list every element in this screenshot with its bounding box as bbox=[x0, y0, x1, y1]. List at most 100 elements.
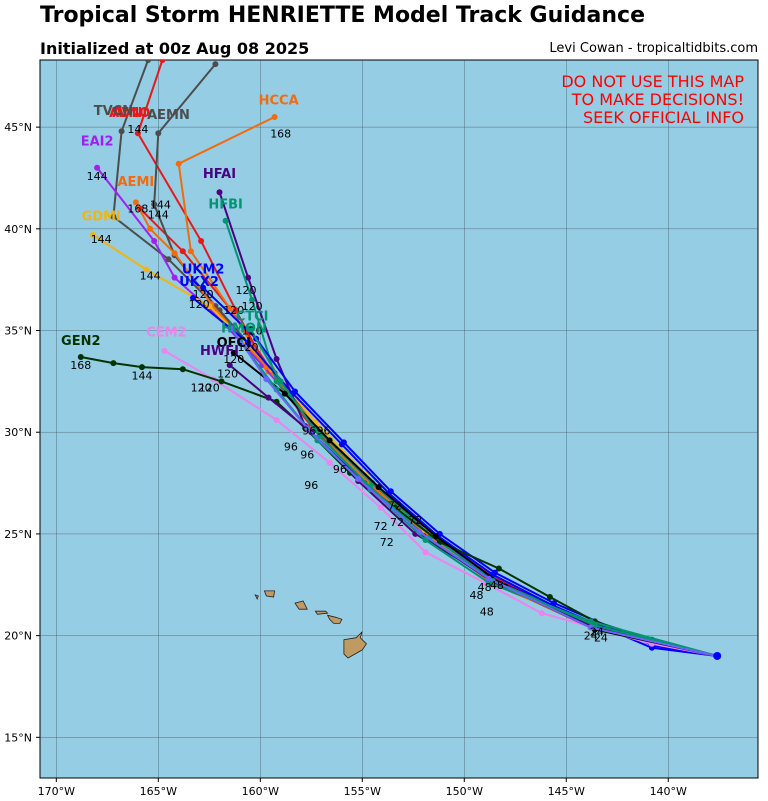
forecast-hour-label: 120 bbox=[238, 341, 259, 354]
forecast-hour-label: 96 bbox=[317, 424, 331, 437]
track-point-ukm2 bbox=[200, 284, 207, 291]
model-label-avno: AVNO bbox=[109, 106, 150, 121]
model-label-cem2: CEM2 bbox=[146, 326, 186, 341]
tick-label-lon: 165°W bbox=[140, 785, 177, 798]
tick-label-lat: 15°N bbox=[4, 731, 32, 744]
track-point-gen2 bbox=[546, 594, 553, 600]
tick-label-lat: 40°N bbox=[4, 223, 32, 236]
island-oahu bbox=[294, 600, 308, 610]
track-point-avni bbox=[179, 248, 186, 255]
track-point-gen2 bbox=[218, 378, 225, 385]
tick-label-lat: 20°N bbox=[4, 630, 32, 643]
tick-label-lon: 140°W bbox=[650, 785, 687, 798]
model-label-gen2: GEN2 bbox=[61, 334, 100, 349]
chart-title: Tropical Storm HENRIETTE Model Track Gui… bbox=[40, 3, 646, 28]
tick-label-lon: 155°W bbox=[344, 785, 381, 798]
forecast-hour-label: 48 bbox=[470, 589, 484, 602]
model-label-ukm2: UKM2 bbox=[182, 263, 225, 278]
track-point-avno bbox=[159, 60, 166, 63]
track-point-ctci bbox=[247, 325, 254, 332]
forecast-hour-label: 120 bbox=[242, 300, 263, 313]
forecast-hour-label: 120 bbox=[189, 298, 210, 311]
track-point-hfbi bbox=[249, 297, 256, 303]
model-label-aemi: AEMI bbox=[118, 175, 155, 190]
tick-label-lat: 25°N bbox=[4, 528, 32, 541]
track-point-ukx2 bbox=[338, 441, 345, 448]
model-label-gdmi: GDMI bbox=[82, 210, 121, 225]
track-point-cem2 bbox=[422, 549, 429, 556]
island-maui bbox=[326, 614, 343, 624]
track-point-ofci bbox=[281, 390, 288, 397]
track-point-dshp bbox=[355, 476, 362, 482]
track-point-dshp bbox=[587, 624, 594, 631]
track-point-gdmi bbox=[206, 303, 213, 310]
forecast-hour-label: 144 bbox=[87, 170, 108, 183]
forecast-hour-label: 96 bbox=[300, 449, 314, 462]
track-point-avno bbox=[232, 307, 239, 314]
track-line-dshp bbox=[230, 327, 718, 657]
warning-text-line: DO NOT USE THIS MAP bbox=[561, 72, 744, 91]
storm-start-point bbox=[713, 651, 722, 660]
track-point-aemn bbox=[155, 130, 162, 137]
tick-label-lon: 145°W bbox=[548, 785, 585, 798]
credit-text: Levi Cowan - tropicaltidbits.com bbox=[549, 41, 758, 56]
track-point-tvcn bbox=[165, 256, 172, 263]
track-point-hfbi bbox=[273, 378, 280, 385]
model-label-hwfi: HWFI bbox=[200, 344, 239, 359]
model-label-avni: AVNI bbox=[112, 106, 147, 121]
track-point-dshp bbox=[485, 575, 492, 582]
track-point-gen2 bbox=[77, 354, 84, 360]
track-point-hcca bbox=[271, 114, 278, 120]
chart-subtitle: Initialized at 00z Aug 08 2025 bbox=[40, 39, 310, 58]
forecast-hour-label: 48 bbox=[490, 579, 504, 592]
forecast-hour-label: 120 bbox=[191, 382, 212, 395]
track-point-eai2 bbox=[151, 238, 158, 244]
track-point-hcca bbox=[175, 160, 182, 167]
track-point-ctci bbox=[277, 378, 284, 385]
model-label-ctci: CTCI bbox=[236, 309, 269, 324]
forecast-hour-label: 144 bbox=[127, 123, 148, 136]
forecast-hour-label: 24 bbox=[584, 630, 598, 643]
track-point-aemi bbox=[171, 250, 178, 257]
track-point-avno bbox=[198, 238, 205, 244]
forecast-hour-label: 168 bbox=[270, 127, 291, 140]
track-point-ofci bbox=[375, 484, 382, 491]
track-point-gen2 bbox=[110, 360, 117, 367]
tick-label-lon: 160°W bbox=[242, 785, 279, 798]
model-label-hmon: HMON bbox=[221, 322, 267, 337]
forecast-hour-label: 96 bbox=[333, 463, 347, 476]
track-point-tvcn bbox=[145, 60, 152, 63]
track-point-hwfi bbox=[226, 362, 233, 369]
track-point-ukx2 bbox=[190, 295, 196, 301]
forecast-hour-label: 144 bbox=[150, 198, 171, 211]
forecast-hour-label: 120 bbox=[223, 353, 244, 366]
tick-label-lat: 30°N bbox=[4, 426, 32, 439]
track-point-hcca bbox=[226, 305, 233, 312]
track-point-gen2 bbox=[179, 366, 186, 373]
tick-label-lat: 45°N bbox=[4, 121, 32, 134]
track-point-tvcn bbox=[110, 213, 117, 220]
model-label-aemn: AEMN bbox=[147, 108, 190, 123]
forecast-hour-label: 168 bbox=[70, 359, 91, 372]
track-point-tvcn bbox=[118, 128, 125, 135]
track-point-dshp bbox=[416, 528, 423, 535]
island-kauai bbox=[263, 590, 276, 598]
track-point-aemi bbox=[132, 199, 139, 206]
model-label-hcca: HCCA bbox=[259, 94, 299, 109]
track-point-hfbi bbox=[222, 217, 229, 224]
track-point-cem2 bbox=[326, 459, 333, 466]
track-point-hfai bbox=[273, 356, 280, 362]
track-point-dshp bbox=[228, 325, 235, 332]
forecast-hour-label: 96 bbox=[304, 479, 318, 492]
forecast-hour-label: 120 bbox=[236, 284, 257, 297]
track-point-cem2 bbox=[377, 504, 384, 511]
model-label-eai2: EAI2 bbox=[81, 134, 114, 149]
forecast-hour-label: 48 bbox=[480, 605, 494, 618]
warning-text-line: SEEK OFFICIAL INFO bbox=[583, 108, 744, 127]
track-point-ofci bbox=[432, 533, 439, 539]
track-point-ukx2 bbox=[245, 339, 252, 346]
tick-label-lon: 150°W bbox=[446, 785, 483, 798]
forecast-hour-label: 144 bbox=[91, 233, 112, 246]
track-point-gdmi bbox=[143, 266, 150, 273]
